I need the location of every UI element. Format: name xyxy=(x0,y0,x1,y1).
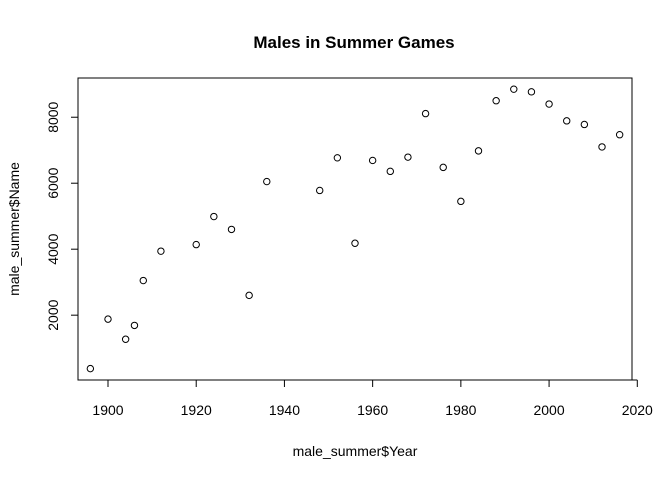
y-tick-label: 2000 xyxy=(45,299,61,330)
x-tick-label: 1960 xyxy=(357,402,388,418)
y-tick-label: 4000 xyxy=(45,233,61,264)
data-point xyxy=(368,156,377,165)
data-point xyxy=(457,197,465,206)
x-tick-label: 1980 xyxy=(445,402,476,418)
data-point xyxy=(386,167,394,176)
data-point xyxy=(263,177,271,186)
data-point xyxy=(492,97,500,105)
x-tick-label: 2020 xyxy=(622,402,653,418)
data-point xyxy=(192,240,200,249)
data-point xyxy=(421,109,430,118)
data-point xyxy=(210,212,218,221)
y-axis-label: male_summer$Name xyxy=(6,162,22,296)
data-point xyxy=(439,163,447,172)
y-tick-label: 6000 xyxy=(45,167,61,198)
x-tick-label: 1920 xyxy=(181,402,212,418)
y-tick-label: 8000 xyxy=(45,101,61,132)
data-points xyxy=(86,85,624,373)
data-point xyxy=(351,239,359,247)
data-point xyxy=(139,276,147,285)
data-point xyxy=(157,247,165,255)
data-point xyxy=(316,186,324,195)
data-point xyxy=(545,100,553,108)
x-axis-label: male_summer$Year xyxy=(293,443,418,459)
x-tick-label: 2000 xyxy=(533,402,564,418)
data-point xyxy=(404,153,412,161)
data-point xyxy=(130,321,139,330)
y-axis: 2000 4000 6000 8000 xyxy=(45,101,79,331)
chart-title: Males in Summer Games xyxy=(253,33,454,52)
data-point xyxy=(227,225,236,234)
data-point xyxy=(121,335,130,343)
data-point xyxy=(86,364,95,373)
data-point xyxy=(598,143,606,151)
data-point xyxy=(510,85,518,93)
x-tick-label: 1900 xyxy=(92,402,123,418)
x-tick-label: 1940 xyxy=(269,402,300,418)
data-point xyxy=(615,131,624,139)
data-point xyxy=(474,147,483,155)
data-point xyxy=(527,88,536,96)
data-point xyxy=(104,315,112,323)
data-point xyxy=(333,154,342,162)
x-axis: 1900 1920 1940 1960 1980 2000 2020 xyxy=(92,379,653,418)
data-point xyxy=(563,117,571,125)
plot-frame xyxy=(77,77,633,381)
data-point xyxy=(245,291,253,300)
data-point xyxy=(580,120,589,129)
